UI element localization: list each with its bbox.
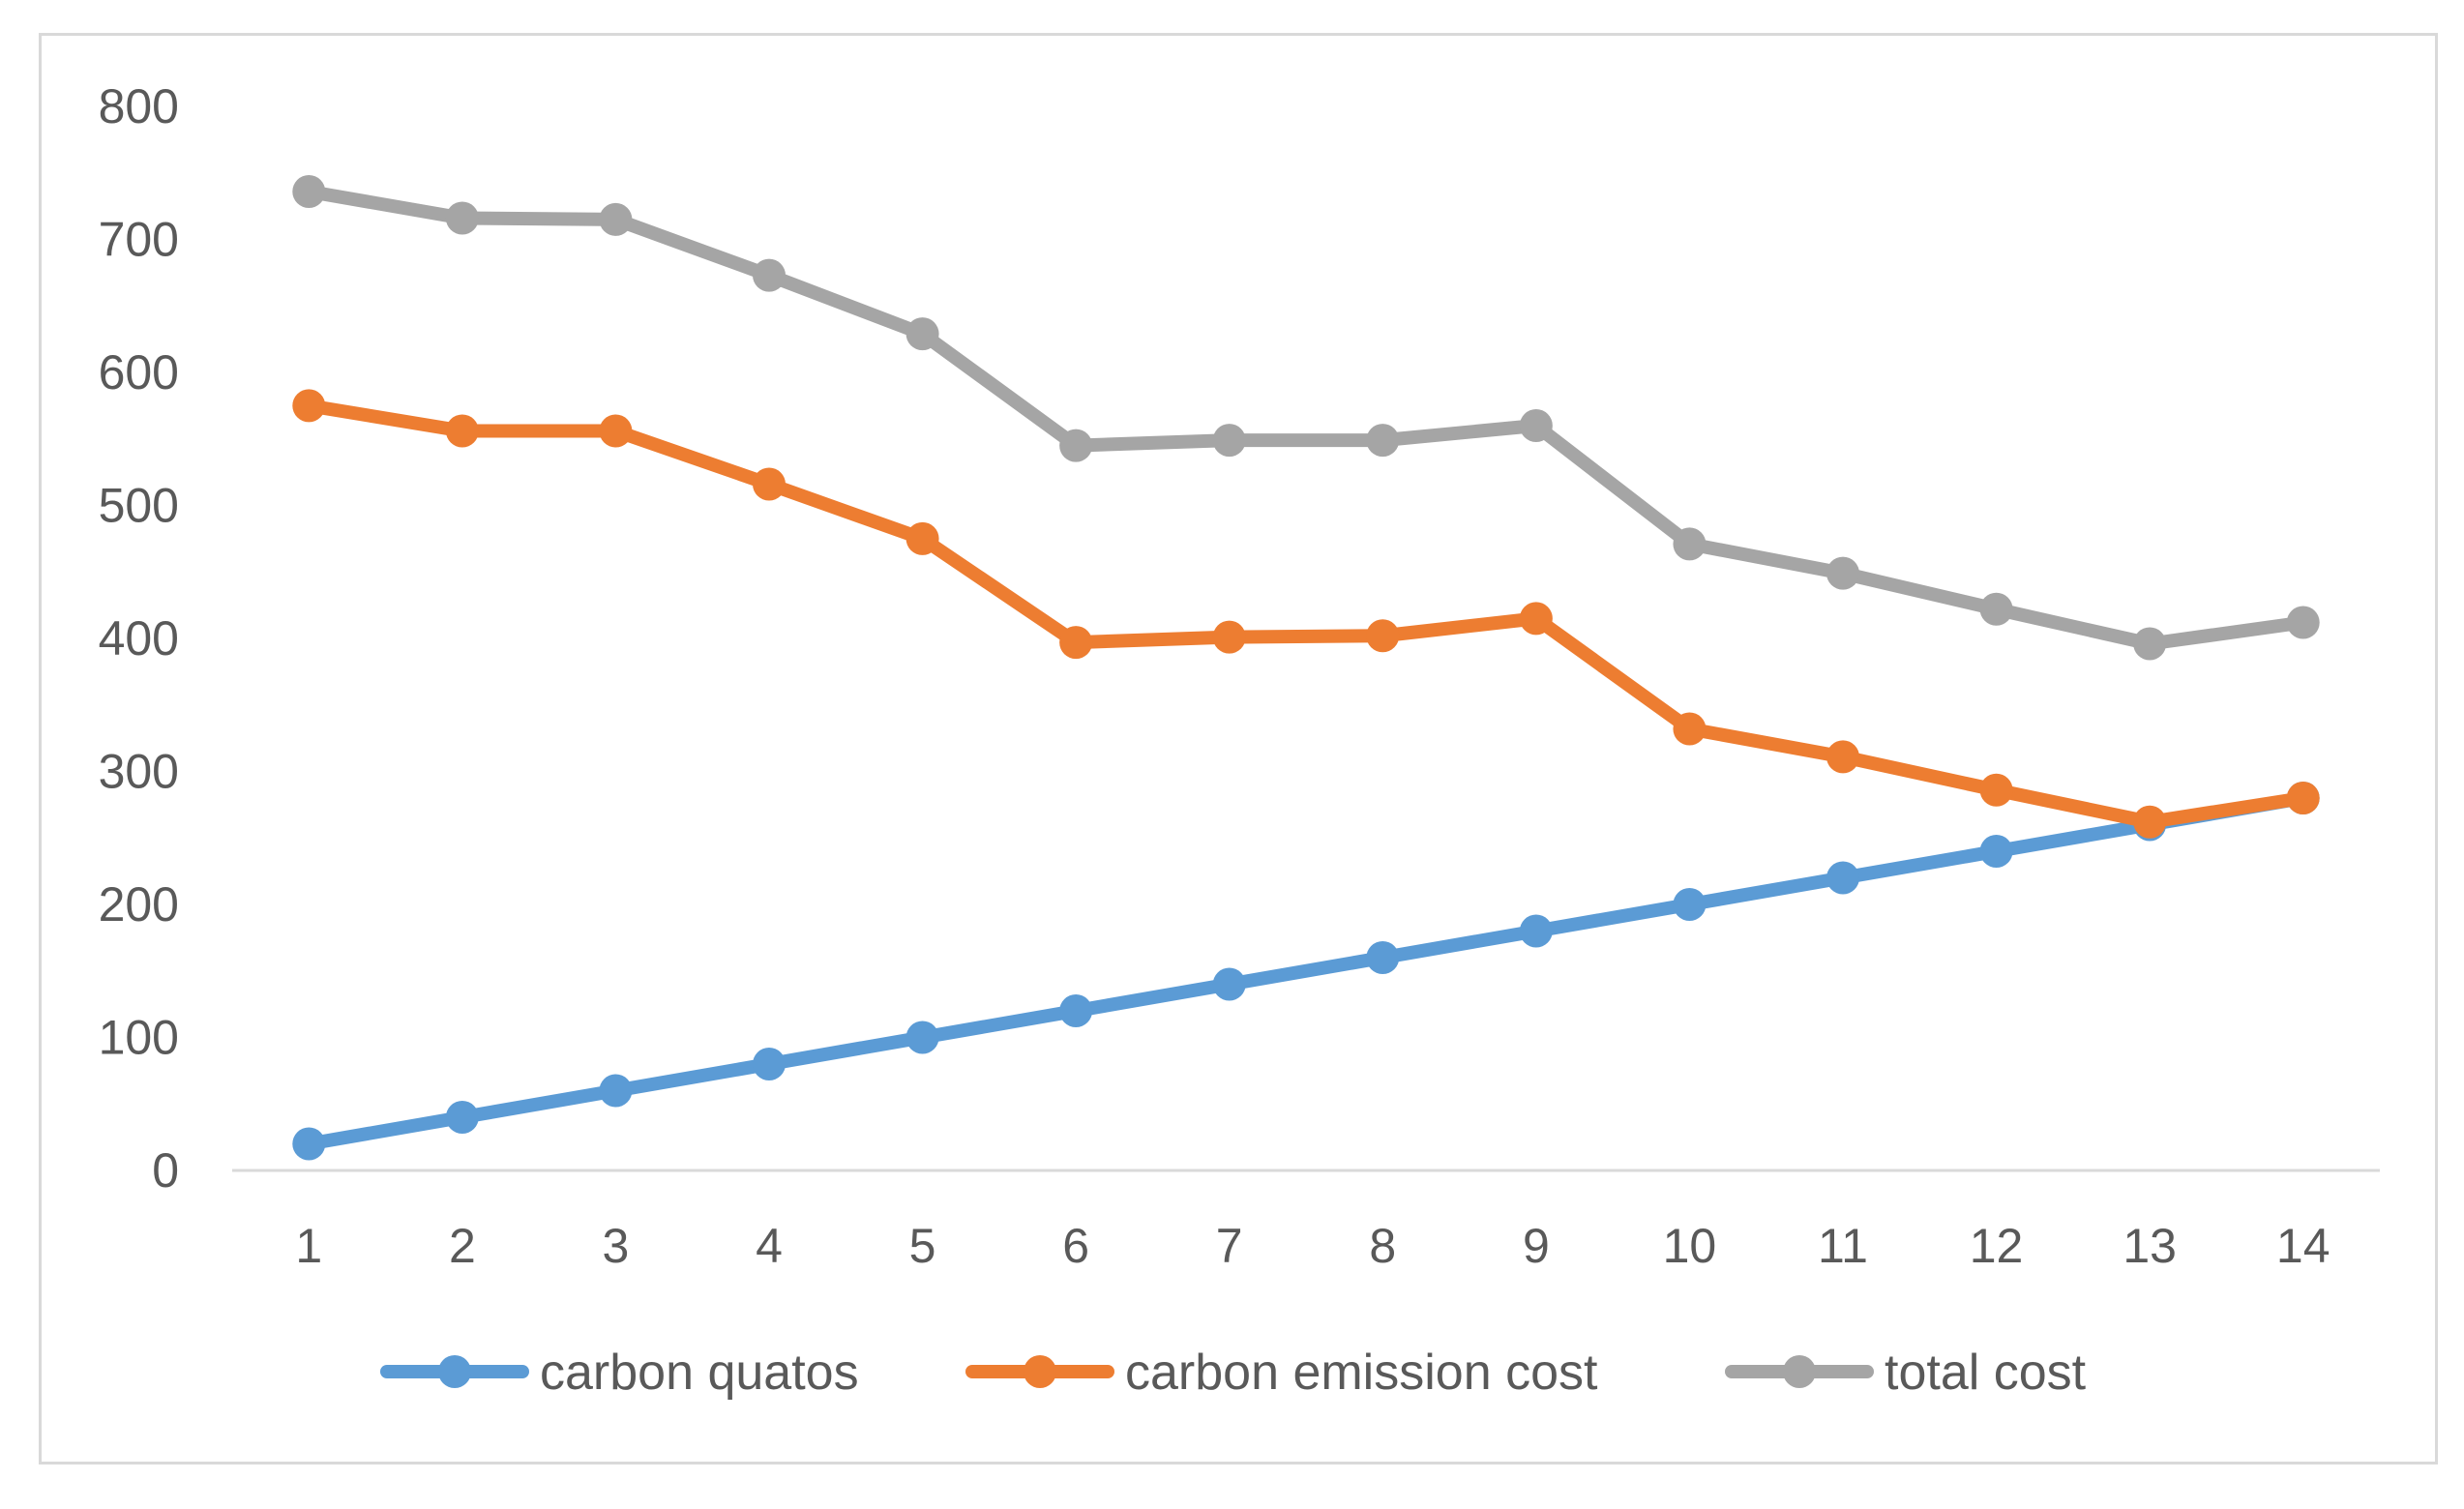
legend-item: carbon quatos	[380, 1345, 859, 1401]
data-point	[1212, 967, 1246, 1001]
x-tick-label: 14	[2276, 1219, 2330, 1273]
y-tick-label: 500	[99, 479, 179, 533]
data-point	[1366, 424, 1400, 458]
data-point	[1059, 429, 1093, 462]
data-point	[1366, 941, 1400, 974]
data-point	[753, 1048, 786, 1080]
series-carbon-quatos	[292, 782, 2320, 1161]
series-carbon-emission-cost	[292, 389, 2320, 839]
series-line	[302, 399, 2310, 829]
x-tick-label: 1	[295, 1219, 322, 1273]
legend-swatch-marker	[1783, 1355, 1816, 1388]
x-tick-label: 13	[2123, 1219, 2177, 1273]
series-line	[302, 185, 2310, 651]
data-point	[1212, 620, 1246, 654]
x-tick-label: 8	[1369, 1219, 1396, 1273]
data-point	[445, 201, 479, 235]
x-tick-label: 5	[909, 1219, 936, 1273]
data-point	[1673, 888, 1707, 921]
y-tick-label: 0	[152, 1143, 179, 1198]
data-point	[1673, 712, 1707, 746]
data-point	[2133, 805, 2167, 839]
y-tick-label: 600	[99, 345, 179, 399]
data-point	[2286, 606, 2320, 639]
y-tick-label: 400	[99, 611, 179, 666]
data-point	[1826, 740, 1859, 774]
x-tick-label: 11	[1818, 1219, 1868, 1273]
x-tick-label: 10	[1663, 1219, 1717, 1273]
data-point	[1059, 626, 1093, 660]
data-point	[1059, 994, 1093, 1027]
legend-item: carbon emission cost	[965, 1345, 1598, 1401]
y-tick-label: 700	[99, 213, 179, 267]
data-point	[2133, 627, 2167, 661]
data-point	[1979, 592, 2013, 626]
y-tick-label: 100	[99, 1011, 179, 1065]
data-point	[753, 258, 786, 292]
data-point	[905, 1021, 939, 1054]
data-point	[1212, 424, 1246, 458]
legend-label: total cost	[1885, 1345, 2087, 1401]
data-point	[905, 521, 939, 555]
data-point	[1826, 861, 1859, 895]
series-layer	[292, 175, 2320, 1161]
y-tick-label: 300	[99, 745, 179, 799]
x-tick-label: 2	[449, 1219, 476, 1273]
x-tick-label: 6	[1062, 1219, 1089, 1273]
x-tick-label: 7	[1216, 1219, 1243, 1273]
data-point	[445, 414, 479, 448]
data-point	[599, 414, 633, 448]
data-point	[292, 1127, 326, 1161]
x-tick-label: 9	[1523, 1219, 1550, 1273]
series-line	[302, 791, 2310, 1151]
legend-swatch-marker	[438, 1355, 471, 1388]
legend-label: carbon emission cost	[1125, 1345, 1598, 1401]
data-point	[1979, 835, 2013, 868]
data-point	[445, 1101, 479, 1134]
data-point	[1519, 602, 1553, 636]
y-tick-label: 200	[99, 877, 179, 932]
data-point	[753, 467, 786, 501]
data-point	[292, 389, 326, 423]
data-point	[1519, 914, 1553, 948]
x-tick-label: 3	[603, 1219, 630, 1273]
x-tick-label: 4	[756, 1219, 783, 1273]
data-point	[599, 1074, 633, 1108]
chart-frame	[39, 33, 2438, 1465]
data-point	[1366, 619, 1400, 653]
data-point	[599, 202, 633, 236]
legend-label: carbon quatos	[540, 1345, 859, 1401]
data-point	[1673, 527, 1707, 561]
y-tick-label: 800	[99, 79, 179, 133]
data-point	[905, 317, 939, 351]
x-tick-label: 12	[1970, 1219, 2024, 1273]
data-point	[2286, 782, 2320, 814]
legend-item: total cost	[1725, 1345, 2087, 1401]
series-total-cost	[292, 175, 2320, 661]
legend: carbon quatos carbon emission cost total c…	[380, 1345, 2087, 1401]
y-axis-tick-labels: 0 100 200 300 400 500 600 700 800	[99, 79, 179, 1198]
data-point	[1979, 773, 2013, 807]
data-point	[1519, 409, 1553, 442]
x-axis-tick-labels: 1 2 3 4 5 6 7 8 9 10 11 12 13 14	[295, 1219, 2330, 1273]
data-point	[292, 175, 326, 208]
data-point	[1826, 556, 1859, 590]
legend-swatch-marker	[1024, 1355, 1056, 1388]
